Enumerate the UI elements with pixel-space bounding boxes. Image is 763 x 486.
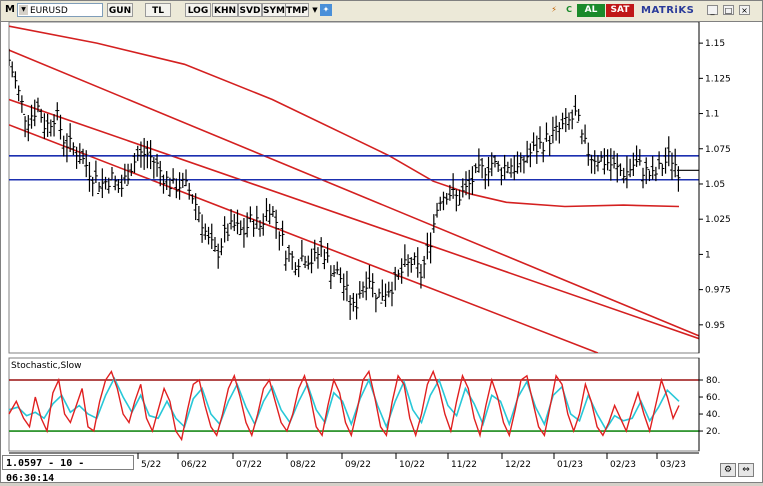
stochastic-y-tick-label: 20. (706, 427, 720, 437)
channel-mid-line (9, 98, 699, 340)
stochastic-pane-frame (8, 357, 700, 452)
maximize-icon[interactable]: □ (723, 5, 734, 15)
x-axis-label: 5/22 (141, 460, 161, 470)
price-y-tick-label: 0.95 (705, 321, 725, 331)
stochastic-y-tick-label: 60. (706, 393, 720, 403)
lightning-icon[interactable]: ⚡ (551, 5, 557, 14)
moving-average-line (9, 25, 680, 208)
x-axis-label: 08/22 (290, 460, 316, 470)
price-pane (8, 21, 700, 354)
svd-button[interactable]: SVD (238, 3, 262, 17)
currency-button[interactable]: TL (145, 3, 171, 17)
price-pane-frame (8, 21, 700, 354)
menu-button[interactable]: M (5, 4, 15, 15)
x-axis-label: 03/23 (660, 460, 686, 470)
stochastic-y-tick-label: 80. (706, 376, 720, 386)
x-axis-label: 11/22 (451, 460, 477, 470)
expand-icon[interactable]: ⇔ (738, 463, 754, 477)
x-axis-label: 02/23 (610, 460, 636, 470)
price-y-tick-label: 1.125 (705, 74, 731, 84)
x-axis-label: 10/22 (399, 460, 425, 470)
channel-lower-line (9, 124, 599, 353)
price-plot (9, 25, 699, 353)
c-button[interactable]: C (566, 5, 572, 14)
sell-button[interactable]: SAT (606, 4, 634, 17)
symbol-selector[interactable]: ▼ EURUSD (17, 3, 103, 17)
price-y-tick-label: 1.075 (705, 145, 731, 155)
twitter-icon[interactable]: ✦ (320, 4, 332, 16)
khn-button[interactable]: KHN (212, 3, 238, 17)
price-y-tick-label: 1 (705, 250, 711, 260)
stochastic-pane (8, 357, 700, 452)
chevron-down-icon[interactable]: ▼ (19, 5, 28, 15)
x-axis-label: 09/22 (345, 460, 371, 470)
channel-upper-line (9, 49, 699, 337)
indicator-label: Stochastic,Slow (11, 361, 82, 371)
x-axis-label: 06/22 (181, 460, 207, 470)
dropdown-arrow-icon[interactable]: ▼ (312, 6, 318, 14)
price-y-tick-label: 0.975 (705, 286, 731, 296)
toolbar: M ▼ EURUSD GUN TL LOG KHN SVD SYM TMP ▼ … (1, 1, 762, 22)
settings-icon[interactable]: ⚙ (720, 463, 736, 477)
price-y-tick-label: 1.05 (705, 180, 725, 190)
x-axis-label: 01/23 (557, 460, 583, 470)
minimize-icon[interactable]: _ (707, 5, 718, 15)
stochastic-y-tick-label: 40. (706, 410, 720, 420)
symbol-text: EURUSD (30, 6, 68, 16)
brand-logo: MATRiKS (641, 5, 695, 16)
stochastic-k-line (8, 369, 680, 442)
status-readout: 1.0597 - 10 - 06:30:14 (2, 455, 134, 484)
price-y-tick-label: 1.1 (705, 110, 719, 120)
close-icon[interactable]: × (739, 5, 750, 15)
price-y-tick-label: 1.15 (705, 39, 725, 49)
price-y-tick-label: 1.025 (705, 215, 731, 225)
axes: 1.15 1.125 1.1 1.075 1.05 1.025 1 0.975 0.95 5/22… (9, 22, 731, 470)
period-button[interactable]: GUN (107, 3, 133, 17)
log-button[interactable]: LOG (185, 3, 211, 17)
tmp-button[interactable]: TMP (285, 3, 309, 17)
x-axis-label: 12/22 (505, 460, 531, 470)
x-axis-label: 07/22 (236, 460, 262, 470)
buy-button[interactable]: AL (577, 4, 605, 17)
